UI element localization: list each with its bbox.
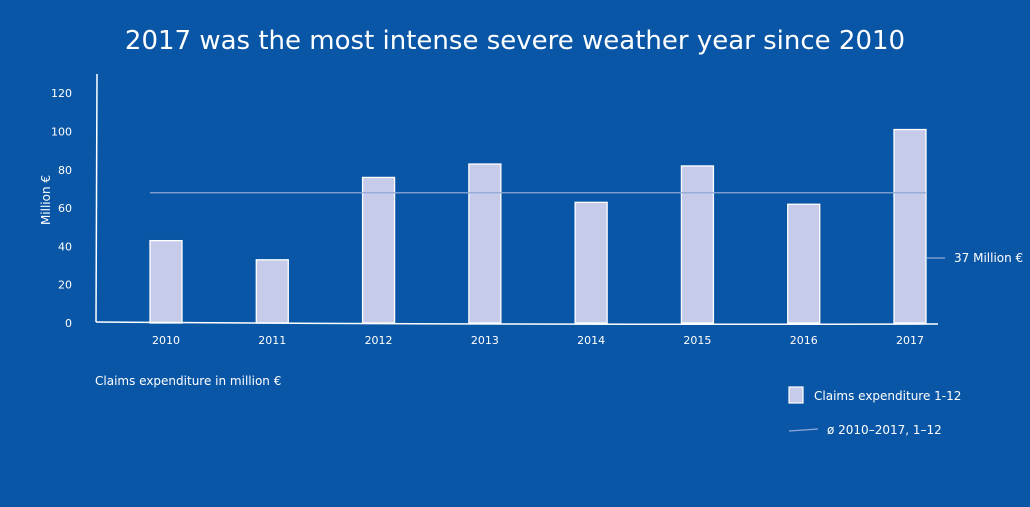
- chart-title: 2017 was the most intense severe weather…: [125, 26, 905, 56]
- x-axis-line: [95, 321, 939, 325]
- bar: [468, 163, 502, 324]
- y-axis-label: Million €: [39, 175, 53, 225]
- x-tick-label: 2016: [790, 334, 818, 347]
- legend-swatch-bar: [788, 386, 804, 404]
- y-tick-label: 120: [51, 87, 72, 100]
- y-tick-label: 20: [58, 279, 72, 292]
- x-tick-label: 2013: [471, 334, 499, 347]
- legend-label-average: ø 2010–2017, 1–12: [827, 423, 942, 437]
- bar-series: [149, 128, 927, 324]
- y-tick-label: 80: [58, 164, 72, 177]
- x-tick-label: 2014: [577, 334, 605, 347]
- x-axis-ticks: 2010 2011 2012 2013 2014 2015 2016 2017: [152, 334, 924, 347]
- bar: [149, 239, 183, 324]
- bar: [574, 201, 608, 324]
- bar: [680, 165, 715, 324]
- x-tick-label: 2010: [152, 334, 180, 347]
- y-axis-line: [95, 73, 98, 323]
- bar: [361, 176, 396, 324]
- y-tick-label: 60: [58, 202, 72, 215]
- x-tick-label: 2012: [365, 334, 393, 347]
- y-axis-ticks: 0 20 40 60 80 100 120: [51, 87, 72, 330]
- legend-label-bar: Claims expenditure 1-12: [814, 389, 961, 403]
- x-tick-label: 2011: [258, 334, 286, 347]
- y-tick-label: 100: [51, 125, 72, 138]
- bar: [787, 203, 821, 324]
- annotation-label: 37 Million €: [954, 251, 1023, 265]
- x-tick-label: 2017: [896, 334, 924, 347]
- legend: Claims expenditure 1-12 ø 2010–2017, 1–1…: [788, 386, 961, 437]
- legend-swatch-line: [788, 428, 819, 432]
- bar: [893, 128, 927, 324]
- x-tick-label: 2015: [683, 334, 711, 347]
- footnote: Claims expenditure in million €: [95, 374, 281, 388]
- y-tick-label: 40: [58, 240, 72, 253]
- bar: [255, 259, 289, 324]
- y-tick-label: 0: [65, 317, 72, 330]
